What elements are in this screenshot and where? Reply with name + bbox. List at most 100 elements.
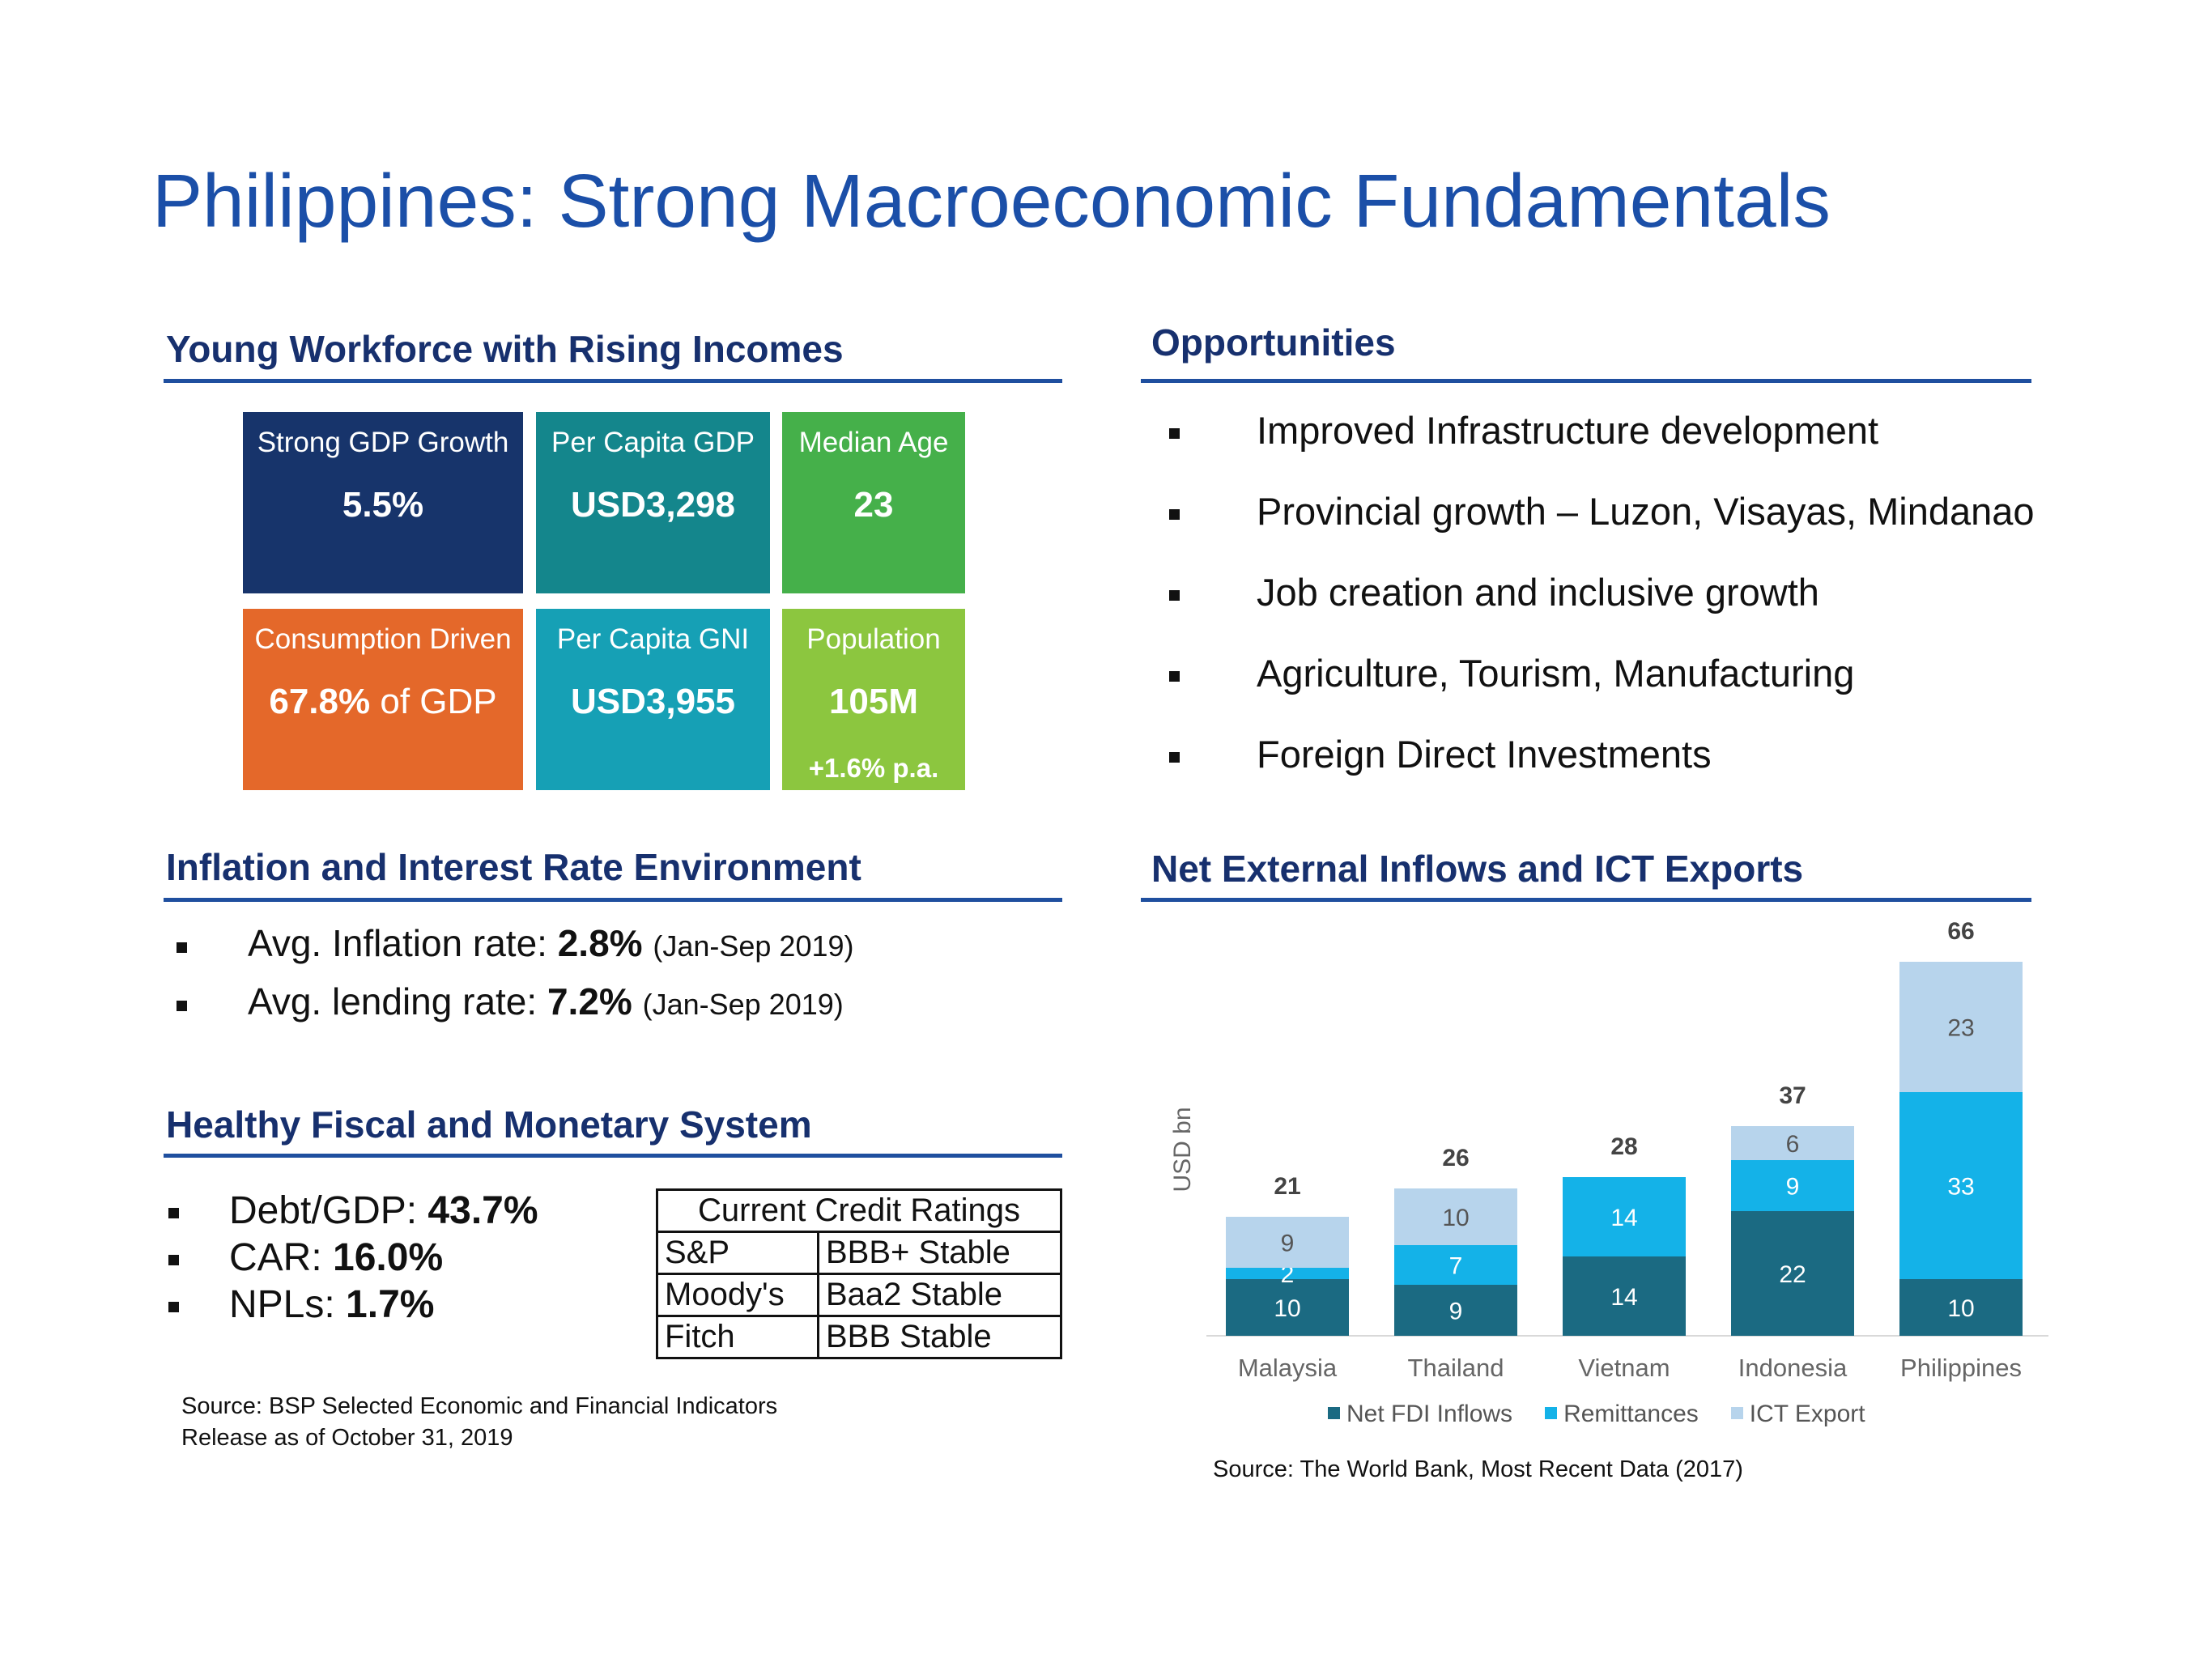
tile-gdp-growth: Strong GDP Growth 5.5% xyxy=(243,412,523,593)
bar-segment xyxy=(1563,1256,1686,1336)
list-item: Debt/GDP: 43.7% xyxy=(168,1188,538,1235)
inflows-chart: USD bn 10 2 9 21 Malaysia 9 7 10 26 Thailand 14 14 28… xyxy=(1169,918,2048,1382)
rating-cell: BBB Stable xyxy=(817,1315,1062,1359)
tile-value: 105M xyxy=(828,682,919,721)
tile-per-capita-gni: Per Capita GNI USD3,955 xyxy=(536,609,770,790)
bullet-icon xyxy=(168,1208,179,1218)
bar-segment xyxy=(1563,1177,1686,1256)
list-item: NPLs: 1.7% xyxy=(168,1282,538,1329)
bar-segment xyxy=(1731,1126,1854,1160)
inflation-heading: Inflation and Interest Rate Environment xyxy=(166,846,861,888)
tile-label: Median Age xyxy=(798,427,949,458)
total-label: 26 xyxy=(1442,1145,1469,1171)
legend-item: ICT Export xyxy=(1730,1401,1865,1428)
legend-swatch xyxy=(1328,1406,1340,1419)
inflation-divider xyxy=(164,898,1062,902)
list-item: Foreign Direct Investments xyxy=(1169,732,2035,813)
rating-cell: Baa2 Stable xyxy=(817,1273,1062,1317)
data-label: 2 xyxy=(1281,1261,1295,1288)
bar-segment xyxy=(1394,1285,1517,1336)
bullet-icon xyxy=(1169,752,1180,763)
tile-label: Population xyxy=(806,623,941,655)
y-axis-label: USD bn xyxy=(1169,1107,1196,1192)
table-header: Current Credit Ratings xyxy=(656,1188,1062,1233)
legend-item: Net FDI Inflows xyxy=(1328,1401,1512,1428)
agency-cell: S&P xyxy=(656,1231,819,1275)
bullet-icon xyxy=(177,942,187,953)
bullet-icon xyxy=(168,1255,179,1265)
legend-label: ICT Export xyxy=(1749,1401,1865,1427)
bar-segment xyxy=(1899,962,2023,1092)
tile-value: USD3,298 xyxy=(570,485,735,525)
data-label: 9 xyxy=(1281,1231,1295,1257)
bar-segment xyxy=(1226,1279,1349,1336)
list-item: Provincial growth – Luzon, Visayas, Mind… xyxy=(1169,489,2035,570)
table-row: Fitch BBB Stable xyxy=(656,1315,1062,1359)
data-label: 10 xyxy=(1442,1205,1469,1231)
bullet-icon xyxy=(168,1302,179,1312)
legend-swatch xyxy=(1730,1406,1743,1419)
bar-segment xyxy=(1899,1279,2023,1336)
tile-subvalue: +1.6% p.a. xyxy=(808,753,939,783)
bar-segment xyxy=(1226,1217,1349,1268)
workforce-divider xyxy=(164,379,1062,383)
agency-cell: Fitch xyxy=(656,1315,819,1359)
bullet-icon xyxy=(177,1001,187,1011)
total-label: 28 xyxy=(1610,1133,1637,1160)
workforce-heading: Young Workforce with Rising Incomes xyxy=(166,328,844,370)
list-item: Improved Infrastructure development xyxy=(1169,408,2035,489)
category-label: Philippines xyxy=(1900,1354,2022,1382)
agency-cell: Moody's xyxy=(656,1273,819,1317)
tile-consumption: Consumption Driven 67.8% of GDP xyxy=(243,609,523,790)
inflows-heading: Net External Inflows and ICT Exports xyxy=(1151,848,1804,890)
fiscal-heading: Healthy Fiscal and Monetary System xyxy=(166,1103,812,1146)
data-label: 14 xyxy=(1610,1284,1637,1311)
category-label: Vietnam xyxy=(1578,1354,1670,1382)
rating-cell: BBB+ Stable xyxy=(817,1231,1062,1275)
category-label: Thailand xyxy=(1408,1354,1504,1382)
legend-label: Remittances xyxy=(1563,1401,1699,1427)
bar-segment xyxy=(1226,1268,1349,1279)
table-row: S&P BBB+ Stable xyxy=(656,1231,1062,1275)
data-label: 9 xyxy=(1449,1299,1463,1325)
tile-label: Consumption Driven xyxy=(254,623,512,655)
legend-label: Net FDI Inflows xyxy=(1346,1401,1513,1427)
opportunities-divider xyxy=(1141,379,2031,383)
bar-segment xyxy=(1731,1160,1854,1211)
source-note-right: Source: The World Bank, Most Recent Data… xyxy=(1213,1456,1743,1482)
data-label: 22 xyxy=(1779,1261,1806,1288)
fiscal-list: Debt/GDP: 43.7% CAR: 16.0% NPLs: 1.7% xyxy=(168,1188,538,1329)
bullet-icon xyxy=(1169,509,1180,520)
tile-value: 5.5% xyxy=(342,485,424,525)
total-label: 21 xyxy=(1274,1173,1300,1200)
opportunities-list: Improved Infrastructure development Prov… xyxy=(1169,408,2035,813)
total-label: 66 xyxy=(1947,918,1974,945)
bar-segment xyxy=(1394,1245,1517,1285)
tile-label: Strong GDP Growth xyxy=(257,427,509,458)
data-label: 10 xyxy=(1947,1295,1974,1322)
bar-segment xyxy=(1394,1188,1517,1245)
data-label: 23 xyxy=(1947,1015,1974,1042)
tile-value: 67.8% of GDP xyxy=(269,682,497,721)
list-item: Agriculture, Tourism, Manufacturing xyxy=(1169,651,2035,732)
credit-ratings-table: Current Credit Ratings S&P BBB+ Stable Mo… xyxy=(656,1188,1062,1359)
inflation-list: Avg. Inflation rate: 2.8% (Jan-Sep 2019)… xyxy=(177,921,854,1038)
data-label: 33 xyxy=(1947,1174,1974,1201)
inflows-divider xyxy=(1141,898,2031,902)
data-label: 10 xyxy=(1274,1295,1300,1322)
bar-segment xyxy=(1899,1092,2023,1279)
bullet-icon xyxy=(1169,671,1180,682)
legend-item: Remittances xyxy=(1545,1401,1699,1428)
total-label: 37 xyxy=(1779,1082,1806,1109)
table-row: Moody's Baa2 Stable xyxy=(656,1273,1062,1317)
tile-value: USD3,955 xyxy=(570,682,735,721)
data-label: 7 xyxy=(1449,1253,1463,1280)
page-title: Philippines: Strong Macroeconomic Fundam… xyxy=(152,159,1831,243)
bullet-icon xyxy=(1169,590,1180,601)
bullet-icon xyxy=(1169,428,1180,439)
tile-population: Population 105M +1.6% p.a. xyxy=(782,609,965,790)
list-item: Avg. lending rate: 7.2% (Jan-Sep 2019) xyxy=(177,980,854,1038)
tile-value: 23 xyxy=(853,485,894,525)
opportunities-heading: Opportunities xyxy=(1151,321,1396,363)
data-label: 9 xyxy=(1786,1174,1800,1201)
